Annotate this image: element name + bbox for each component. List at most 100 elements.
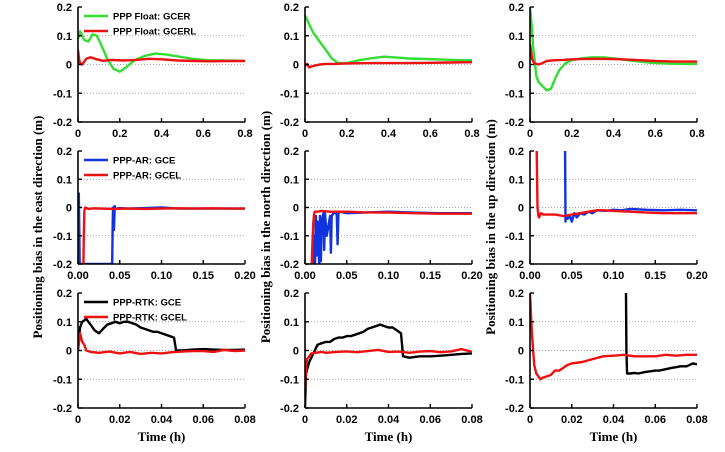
x-tick-label: 0.05 <box>336 270 357 282</box>
series-line-ar-east-1 <box>82 206 245 264</box>
series-line-ar-north-1 <box>310 209 472 264</box>
x-tick-label: 0.4 <box>154 128 170 140</box>
x-tick-label: 0.00 <box>519 270 540 282</box>
x-tick-label: 0.4 <box>381 128 397 140</box>
series-line-rtk-up-0 <box>624 293 697 375</box>
series-line-rtk-north-1 <box>305 347 472 388</box>
x-tick-label: 0.00 <box>67 270 88 282</box>
x-tick-label: 0.20 <box>461 270 482 282</box>
x-tick-label: 0.06 <box>645 414 666 426</box>
x-tick-label: 0 <box>527 128 533 140</box>
x-tick-label: 0.8 <box>237 128 252 140</box>
x-tick-label: 0.4 <box>606 128 622 140</box>
y-tick-label: 0.2 <box>284 146 299 158</box>
x-tick-label: 0.6 <box>423 128 438 140</box>
y-tick-label: 0.1 <box>284 317 299 329</box>
panel-float-up: -0.2 -0.1 0 0.1 0.2 0 0.2 0.4 0.6 0.8 <box>505 2 705 140</box>
series-line-float-east-0 <box>78 30 245 73</box>
x-tick-label: 0.06 <box>193 414 214 426</box>
y-tick-label: 0 <box>293 346 299 358</box>
x-tick-label: 0.15 <box>420 270 441 282</box>
y-tick-label: 0 <box>66 203 72 215</box>
y-tick-label: -0.1 <box>53 374 72 386</box>
series-line-rtk-north-0 <box>305 323 472 408</box>
y-tick-label: 0 <box>293 60 299 72</box>
x-tick-label: 0.10 <box>151 270 172 282</box>
x-tick-label: 0 <box>527 414 533 426</box>
x-tick-label: 0 <box>75 414 81 426</box>
x-tick-label: 0 <box>302 414 308 426</box>
y-tick-label: -0.2 <box>280 259 299 271</box>
x-tick-label: 0.05 <box>561 270 582 282</box>
y-tick-label: 0.1 <box>284 174 299 186</box>
legend-label: PPP-AR: GCE <box>113 156 175 167</box>
x-tick-label: 0.08 <box>234 414 255 426</box>
panel-rtk-north: -0.2 -0.1 0 0.1 0.2 0 0.02 0.04 0.06 0.08 Time (h) <box>280 288 483 444</box>
panel-rtk-east: -0.2 -0.1 0 0.1 0.2 0 0.02 0.04 0.06 0.08 Time (h)… <box>53 288 256 444</box>
x-tick-label: 0.05 <box>109 270 130 282</box>
panel-ar-up: -0.2 -0.1 0 0.1 0.2 0.00 0.05 0.10 0.15 0.20 <box>505 146 708 282</box>
y-tick-label: 0.2 <box>57 146 72 158</box>
series-line-float-north-0 <box>305 15 472 65</box>
series-line-float-up-1 <box>530 44 697 66</box>
x-tick-label: 0.04 <box>151 414 173 426</box>
x-tick-label: 0.02 <box>336 414 357 426</box>
y-tick-label: -0.1 <box>280 374 299 386</box>
y-tick-label: 0.1 <box>57 174 72 186</box>
y-tick-label: 0.1 <box>509 31 524 43</box>
y-tick-label: 0 <box>293 203 299 215</box>
y-tick-label: 0.2 <box>284 288 299 300</box>
x-tick-label: 0.6 <box>648 128 663 140</box>
y-tick-label: 0 <box>518 60 524 72</box>
ylabel-up: Positioning bias in the up direction (m) <box>483 119 498 335</box>
y-tick-label: -0.2 <box>53 403 72 415</box>
x-tick-label: 0.20 <box>686 270 707 282</box>
legend-label: PPP-RTK: GCE <box>113 298 181 309</box>
x-tick-label: 0.8 <box>464 128 479 140</box>
y-tick-label: 0.1 <box>509 317 524 329</box>
y-tick-label: 0 <box>518 346 524 358</box>
y-tick-label: -0.1 <box>505 231 524 243</box>
series-line-ar-north-0 <box>312 210 472 264</box>
x-axis-label: Time (h) <box>590 429 638 444</box>
y-tick-label: -0.2 <box>280 403 299 415</box>
y-tick-label: 0.1 <box>284 31 299 43</box>
legend-label: PPP-RTK: GCEL <box>113 313 187 324</box>
x-tick-label: 0.06 <box>420 414 441 426</box>
panel-rtk-up: -0.2 -0.1 0 0.1 0.2 0 0.02 0.04 0.06 0.08 Time (h) <box>505 288 708 444</box>
series-line-ar-up-1 <box>535 151 697 219</box>
y-tick-label: -0.2 <box>505 117 524 129</box>
x-tick-label: 0.8 <box>689 128 704 140</box>
ylabel-east: Positioning bias in the east direction (… <box>30 116 45 339</box>
series-line-float-up-0 <box>530 7 697 92</box>
x-tick-label: 0.20 <box>234 270 255 282</box>
series-line-rtk-up-1 <box>530 293 697 381</box>
y-tick-label: 0.2 <box>57 2 72 14</box>
y-tick-label: 0 <box>518 203 524 215</box>
y-tick-label: 0.1 <box>57 317 72 329</box>
y-tick-label: 0 <box>66 60 72 72</box>
y-tick-label: -0.1 <box>505 88 524 100</box>
series-line-ar-east-0 <box>78 192 245 264</box>
panel-float-east: -0.2 -0.1 0 0.1 0.2 0 0.2 0.4 0.6 0.8 PPP Float: G… <box>53 2 253 140</box>
x-tick-label: 0 <box>302 128 308 140</box>
y-tick-label: 0 <box>66 346 72 358</box>
y-tick-label: -0.1 <box>53 88 72 100</box>
x-tick-label: 0.04 <box>603 414 625 426</box>
y-tick-label: 0.2 <box>57 288 72 300</box>
legend-label: PPP Float: GCERL <box>113 27 196 38</box>
y-tick-label: -0.2 <box>280 117 299 129</box>
y-tick-label: 0.1 <box>57 31 72 43</box>
series-line-float-east-1 <box>78 49 245 66</box>
panel-ar-east: -0.2 -0.1 0 0.1 0.2 0.00 0.05 0.10 0.15 0.20 PPP-A… <box>53 146 256 282</box>
x-tick-label: 0.6 <box>196 128 211 140</box>
x-tick-label: 0.02 <box>561 414 582 426</box>
x-axis-label: Time (h) <box>365 429 413 444</box>
x-tick-label: 0.00 <box>294 270 315 282</box>
legend-label: PPP-AR: GCEL <box>113 171 181 182</box>
y-tick-label: 0.2 <box>509 2 524 14</box>
legend-label: PPP Float: GCER <box>113 12 191 23</box>
series-line-rtk-east-0 <box>78 317 245 352</box>
series-line-float-north-1 <box>305 61 472 69</box>
